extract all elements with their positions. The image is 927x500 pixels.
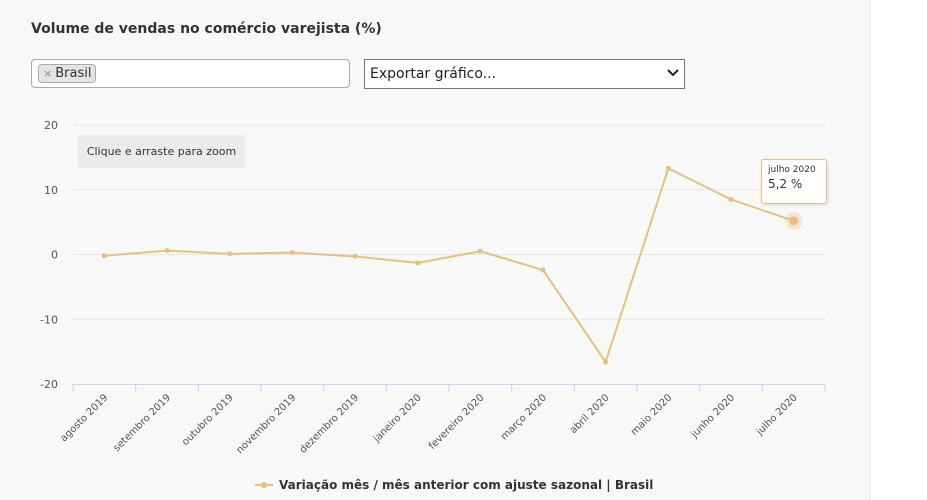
x-tick-label: maio 2020 xyxy=(629,392,675,438)
y-tick-label: -10 xyxy=(40,313,58,326)
x-tick-label: março 2020 xyxy=(499,392,549,442)
data-point xyxy=(665,165,671,171)
x-tick-label: janeiro 2020 xyxy=(371,392,424,445)
export-chart-select[interactable]: Exportar gráfico... xyxy=(364,59,685,89)
y-tick-label: 10 xyxy=(44,184,58,197)
x-tick-label: abril 2020 xyxy=(568,392,612,436)
chevron-down-icon xyxy=(667,69,679,77)
side-gutter xyxy=(870,0,927,500)
x-tick-label: novembro 2019 xyxy=(235,392,299,456)
chart-title: Volume de vendas no comércio varejista (… xyxy=(31,21,382,37)
y-tick-label: 0 xyxy=(51,249,58,262)
country-chip-label: Brasil xyxy=(55,66,92,81)
data-point xyxy=(603,359,609,365)
line-chart[interactable]: -20 -10 0 10 20 agosto 2019 setembro 2019 outub… xyxy=(0,0,870,500)
x-tick-label: julho 2020 xyxy=(754,392,800,438)
x-tick-label: junho 2020 xyxy=(689,392,737,440)
data-point xyxy=(728,196,734,202)
data-point xyxy=(789,216,799,226)
series-line xyxy=(104,167,794,363)
tooltip-date: julho 2020 xyxy=(768,165,816,175)
y-tick-label: -20 xyxy=(40,378,58,391)
legend-marker-icon xyxy=(255,482,273,488)
y-tick-label: 20 xyxy=(44,119,58,132)
legend-label: Variação mês / mês anterior com ajuste s… xyxy=(279,478,654,492)
tooltip-value: 5,2 % xyxy=(768,177,803,191)
x-tick-label: fevereiro 2020 xyxy=(427,392,487,452)
data-tooltip: julho 2020 5,2 % xyxy=(761,159,827,204)
remove-chip-icon[interactable]: × xyxy=(43,67,53,80)
country-chip[interactable]: × Brasil xyxy=(38,64,97,83)
data-point xyxy=(164,248,170,254)
data-point xyxy=(477,248,483,254)
data-point xyxy=(101,253,107,259)
data-point xyxy=(289,250,295,256)
zoom-hint-button[interactable]: Clique e arraste para zoom xyxy=(78,135,245,168)
data-point xyxy=(415,260,421,266)
x-tick-label: outubro 2019 xyxy=(180,392,236,448)
data-point xyxy=(227,251,233,257)
data-point xyxy=(352,253,358,259)
export-select-label: Exportar gráfico... xyxy=(370,66,497,82)
data-point xyxy=(540,267,546,273)
chart-legend[interactable]: Variação mês / mês anterior com ajuste s… xyxy=(255,478,653,492)
x-tick-label: dezembro 2019 xyxy=(298,392,361,455)
country-filter-input[interactable]: × Brasil xyxy=(31,59,350,88)
x-tick-label: agosto 2019 xyxy=(58,392,110,444)
x-tick-label: setembro 2019 xyxy=(111,392,173,454)
